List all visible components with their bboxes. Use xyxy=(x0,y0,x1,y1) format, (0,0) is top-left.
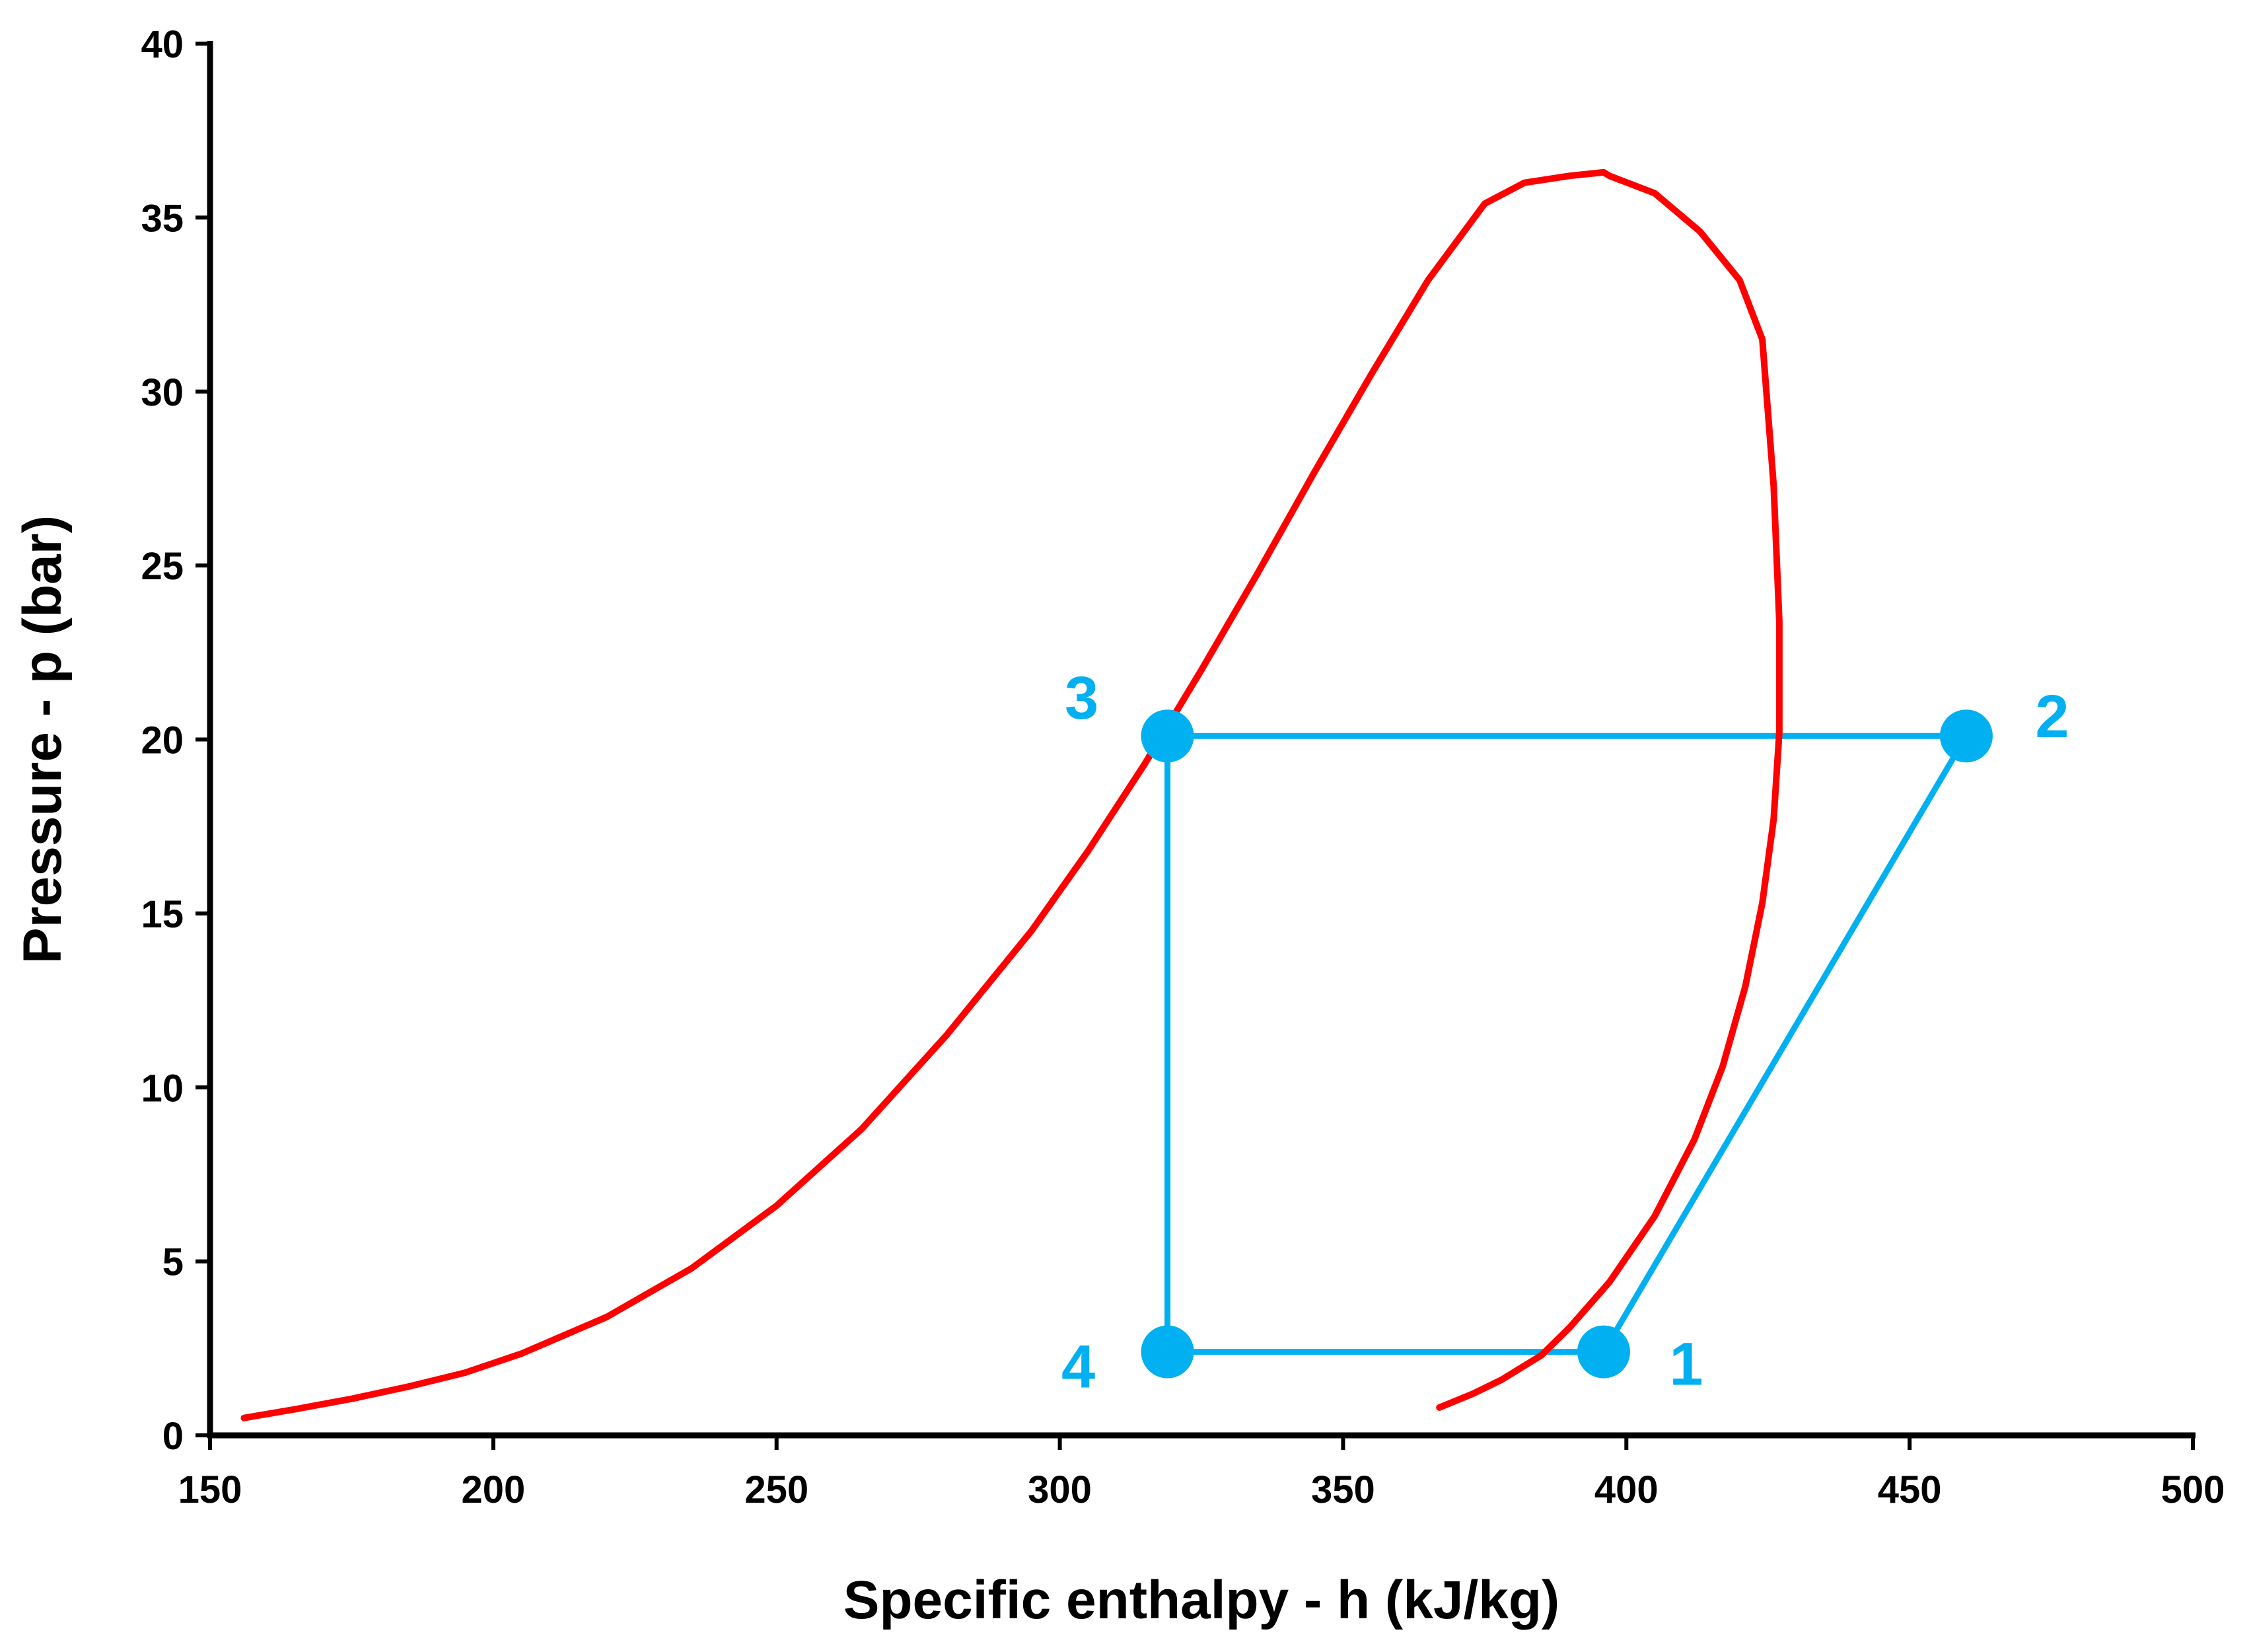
state-point-3 xyxy=(1141,709,1194,763)
x-axis-title: Specific enthalpy - h (kJ/kg) xyxy=(843,1570,1559,1630)
x-tick-label: 200 xyxy=(461,1468,525,1511)
x-tick-label: 350 xyxy=(1311,1468,1375,1511)
x-tick-label: 450 xyxy=(1878,1468,1942,1511)
y-tick-label: 30 xyxy=(141,371,184,414)
state-point-label-3: 3 xyxy=(1065,664,1098,732)
state-point-label-1: 1 xyxy=(1669,1331,1703,1398)
y-axis-title: Pressure - p (bar) xyxy=(13,515,73,964)
plot-area: 1 2 3 4 xyxy=(240,168,2069,1421)
y-tick-label: 5 xyxy=(162,1241,184,1284)
x-tick-label: 400 xyxy=(1594,1468,1659,1511)
axes: 150 200 250 300 350 400 450 500 0 5 10 15 20 25 30 35 4… xyxy=(141,23,2225,1511)
x-tick-label: 300 xyxy=(1028,1468,1092,1511)
x-tick-label: 150 xyxy=(178,1468,242,1511)
x-tick-label: 250 xyxy=(744,1468,808,1511)
y-tick-label: 0 xyxy=(162,1415,184,1458)
saturation-dome-curve xyxy=(240,168,1783,1421)
x-tick-label: 500 xyxy=(2161,1468,2225,1511)
state-point-4 xyxy=(1141,1325,1194,1379)
state-point-2 xyxy=(1939,709,1993,763)
y-tick-label: 10 xyxy=(141,1067,184,1110)
x-axis-ticks: 150 200 250 300 350 400 450 500 xyxy=(178,1435,2225,1511)
y-tick-label: 25 xyxy=(141,545,184,588)
y-tick-label: 20 xyxy=(141,719,184,762)
y-tick-label: 35 xyxy=(141,197,184,240)
state-point-1 xyxy=(1577,1325,1630,1379)
cycle-line xyxy=(1164,733,1970,1355)
y-tick-label: 40 xyxy=(141,23,184,66)
y-axis-ticks: 0 5 10 15 20 25 30 35 40 xyxy=(141,23,210,1458)
state-point-label-2: 2 xyxy=(2035,683,2069,750)
y-tick-label: 15 xyxy=(141,893,184,936)
state-point-label-4: 4 xyxy=(1061,1334,1095,1401)
